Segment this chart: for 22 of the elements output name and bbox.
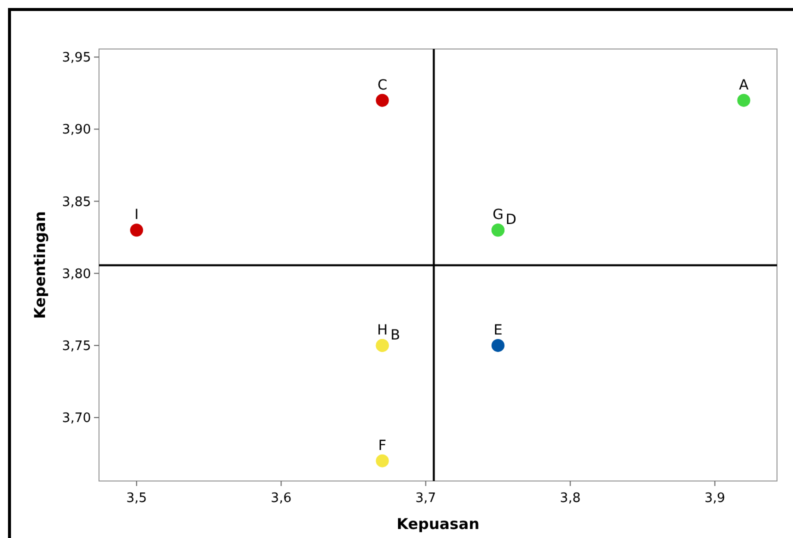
y-tick-label: 3,95: [62, 50, 91, 66]
annotation: C: [377, 77, 388, 94]
y-tick-label: 3,70: [62, 411, 91, 426]
x-tick-label: 3,6: [270, 491, 292, 506]
y-tick-label: 3,85: [62, 194, 91, 210]
annotation: F: [378, 438, 386, 454]
x-tick-label: 3,5: [126, 491, 147, 506]
y-tick-label: 3,80: [62, 266, 91, 282]
annotation: E: [494, 322, 502, 338]
x-tick-label: 3,7: [415, 491, 436, 506]
x-axis-title: Kepuasan: [396, 515, 480, 533]
annotation: I: [134, 207, 139, 224]
annotation: A: [738, 77, 749, 94]
annotation: D: [506, 212, 516, 228]
annotation: B: [390, 327, 400, 344]
y-tick-label: 3,90: [62, 122, 91, 138]
y-tick-label: 3,75: [62, 338, 91, 354]
annotation: G: [492, 207, 504, 224]
x-tick-label: 3,8: [560, 491, 581, 506]
y-axis-title: Kepentingan: [31, 211, 49, 319]
x-tick-label: 3,9: [704, 491, 726, 506]
annotation: H: [377, 322, 388, 338]
